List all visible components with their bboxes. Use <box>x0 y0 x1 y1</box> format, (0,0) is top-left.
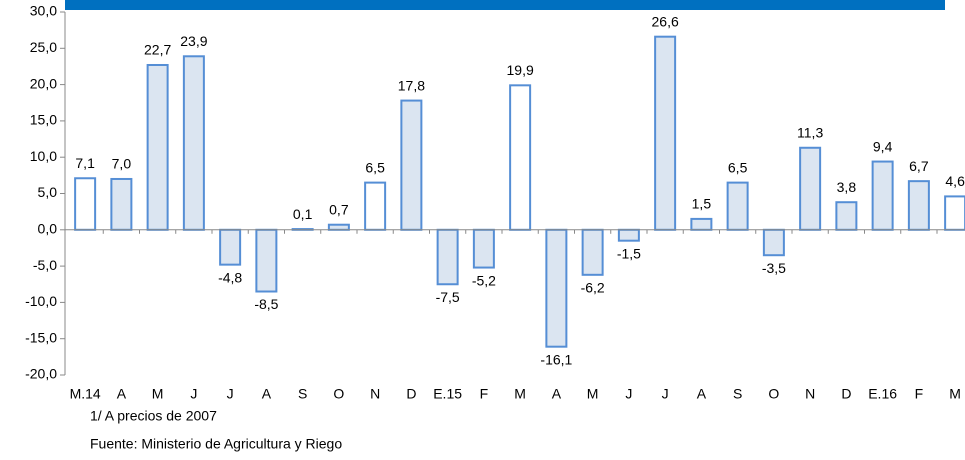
value-label: -7,5 <box>436 289 460 305</box>
x-tick-label: A <box>262 386 272 402</box>
x-tick-label: M.14 <box>70 386 101 402</box>
value-label: -16,1 <box>540 351 572 367</box>
value-label: 7,1 <box>75 155 95 171</box>
y-tick-label: -15,0 <box>25 329 57 345</box>
source: Fuente: Ministerio de Agricultura y Rieg… <box>90 436 342 452</box>
x-tick-label: O <box>333 386 344 402</box>
bar <box>799 146 822 231</box>
bar <box>146 63 169 231</box>
value-label: 6,5 <box>728 159 748 175</box>
bar <box>219 228 242 266</box>
note: 1/ A precios de 2007 <box>90 408 217 424</box>
value-label: 6,7 <box>909 158 929 174</box>
x-tick-label: J <box>662 386 669 402</box>
x-tick-label: M <box>587 386 599 402</box>
x-tick-label: A <box>697 386 707 402</box>
x-tick-label: S <box>733 386 742 402</box>
bar <box>726 181 749 231</box>
x-tick-label: O <box>768 386 779 402</box>
y-tick-label: 0,0 <box>38 221 58 237</box>
bar <box>944 195 965 231</box>
x-tick-label: E.16 <box>868 386 897 402</box>
y-tick-label: 15,0 <box>30 112 57 128</box>
x-tick-label: A <box>117 386 127 402</box>
y-tick-label: 25,0 <box>30 39 57 55</box>
x-tick-label: M <box>949 386 961 402</box>
bar <box>255 228 278 293</box>
bar <box>690 217 713 231</box>
y-tick-label: -5,0 <box>33 257 57 273</box>
bar <box>617 228 640 242</box>
y-tick-label: 10,0 <box>30 148 57 164</box>
y-tick-label: 5,0 <box>38 184 58 200</box>
x-tick-label: A <box>552 386 562 402</box>
x-tick-label: M <box>152 386 164 402</box>
bar <box>871 160 894 231</box>
bar <box>509 84 532 231</box>
y-tick-label: 20,0 <box>30 75 57 91</box>
bar <box>472 228 495 269</box>
x-tick-label: D <box>406 386 416 402</box>
bar <box>182 55 205 231</box>
value-label: 7,0 <box>112 156 132 172</box>
x-tick-label: M <box>514 386 526 402</box>
bar <box>654 35 677 231</box>
x-tick-label: F <box>480 386 489 402</box>
bar <box>364 181 387 231</box>
x-tick-label: N <box>805 386 815 402</box>
x-tick-label: J <box>227 386 234 402</box>
value-label: 6,5 <box>365 159 385 175</box>
value-label: 17,8 <box>398 77 425 93</box>
bar <box>907 180 930 231</box>
header-band <box>65 0 945 10</box>
bar <box>327 223 350 231</box>
bar <box>545 228 568 348</box>
y-tick-label: 30,0 <box>30 3 57 19</box>
bar <box>436 228 459 286</box>
value-label: 26,6 <box>652 13 679 29</box>
bar <box>110 177 133 231</box>
value-label: 11,3 <box>797 124 823 140</box>
x-tick-label: F <box>915 386 924 402</box>
value-label: -6,2 <box>581 280 605 296</box>
bar <box>74 177 97 231</box>
x-tick-label: D <box>841 386 851 402</box>
value-label: -3,5 <box>762 260 786 276</box>
bar <box>581 228 604 276</box>
x-tick-label: N <box>370 386 380 402</box>
value-label: 0,7 <box>329 201 349 217</box>
value-label: 9,4 <box>873 138 893 154</box>
bar <box>835 201 858 231</box>
value-label: 0,1 <box>293 206 313 222</box>
value-label: -4,8 <box>218 269 242 285</box>
value-label: 4,6 <box>945 173 965 189</box>
value-label: 22,7 <box>144 42 171 58</box>
x-tick-label: S <box>298 386 307 402</box>
value-label: -8,5 <box>254 296 278 312</box>
bar <box>400 99 423 231</box>
value-label: -1,5 <box>617 245 641 261</box>
y-tick-label: -20,0 <box>25 366 57 382</box>
value-label: -5,2 <box>472 272 496 288</box>
value-label: 1,5 <box>692 196 712 212</box>
x-tick-label: J <box>190 386 197 402</box>
value-label: 3,8 <box>837 179 857 195</box>
bar <box>762 228 785 257</box>
y-tick-label: -10,0 <box>25 293 57 309</box>
x-tick-label: E.15 <box>433 386 462 402</box>
value-label: 23,9 <box>180 33 207 49</box>
value-label: 19,9 <box>507 62 534 78</box>
x-tick-label: J <box>625 386 632 402</box>
